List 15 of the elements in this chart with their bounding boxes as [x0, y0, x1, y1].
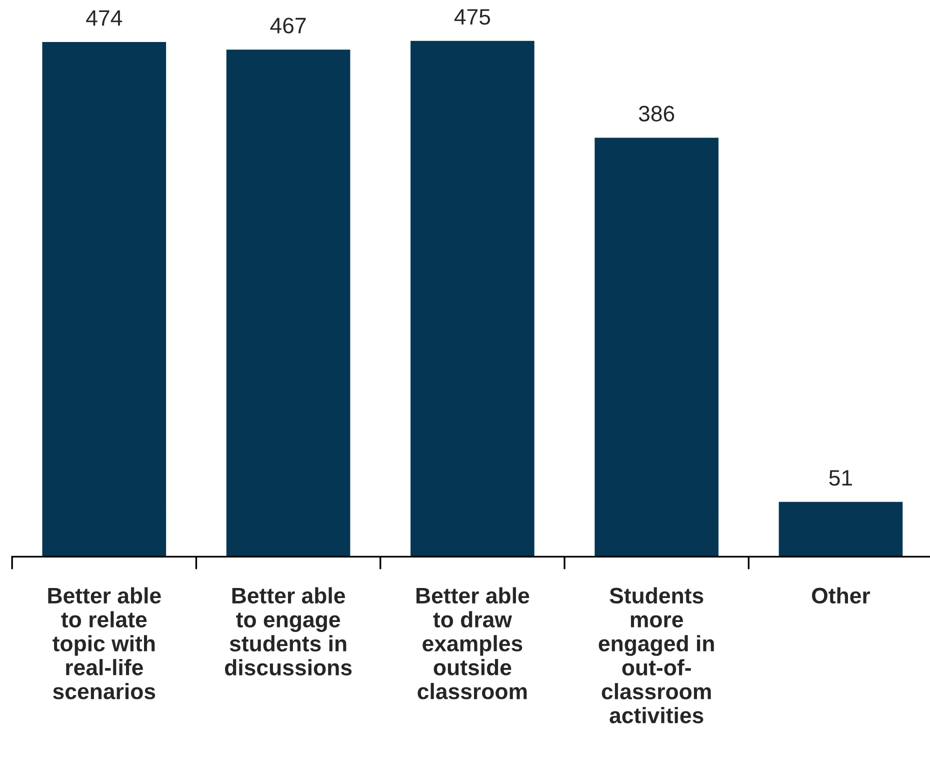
data-label: 386: [638, 106, 674, 122]
x-tick-label: Students more engaged in out-of- classroom activities: [598, 587, 714, 724]
x-tick-label: Better able to relate topic with real-life scenarios: [48, 587, 161, 700]
data-label: 51: [829, 470, 852, 486]
bar: [409, 40, 536, 557]
data-label: 467: [270, 18, 306, 34]
x-tick-label: Better able to engage students in discussions: [225, 587, 352, 676]
bar: [224, 48, 352, 557]
data-label: 475: [454, 9, 490, 25]
bar: [777, 500, 904, 557]
x-tick-label: Other: [812, 587, 870, 604]
x-tick-label: Better able to draw examples outside classroom: [416, 587, 530, 700]
bar: [593, 136, 720, 557]
bar: [40, 40, 168, 557]
data-label: 474: [86, 10, 122, 26]
